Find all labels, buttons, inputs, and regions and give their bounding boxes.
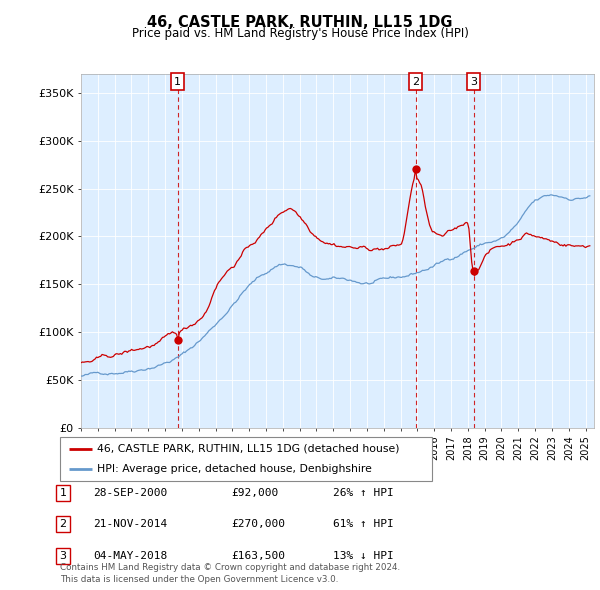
Text: 26% ↑ HPI: 26% ↑ HPI	[333, 488, 394, 497]
Text: 2: 2	[59, 519, 67, 529]
Text: £92,000: £92,000	[231, 488, 278, 497]
Text: 1: 1	[174, 77, 181, 87]
Text: 2: 2	[412, 77, 419, 87]
Text: 1: 1	[59, 488, 67, 497]
Text: £270,000: £270,000	[231, 519, 285, 529]
Text: 28-SEP-2000: 28-SEP-2000	[93, 488, 167, 497]
Text: 13% ↓ HPI: 13% ↓ HPI	[333, 551, 394, 560]
Text: 3: 3	[59, 551, 67, 560]
Text: 3: 3	[470, 77, 477, 87]
Text: 21-NOV-2014: 21-NOV-2014	[93, 519, 167, 529]
Text: Contains HM Land Registry data © Crown copyright and database right 2024.: Contains HM Land Registry data © Crown c…	[60, 563, 400, 572]
Text: 04-MAY-2018: 04-MAY-2018	[93, 551, 167, 560]
Text: This data is licensed under the Open Government Licence v3.0.: This data is licensed under the Open Gov…	[60, 575, 338, 584]
Text: 46, CASTLE PARK, RUTHIN, LL15 1DG: 46, CASTLE PARK, RUTHIN, LL15 1DG	[147, 15, 453, 30]
FancyBboxPatch shape	[60, 437, 432, 481]
Text: HPI: Average price, detached house, Denbighshire: HPI: Average price, detached house, Denb…	[97, 464, 372, 474]
Text: £163,500: £163,500	[231, 551, 285, 560]
Text: 46, CASTLE PARK, RUTHIN, LL15 1DG (detached house): 46, CASTLE PARK, RUTHIN, LL15 1DG (detac…	[97, 444, 400, 454]
Text: 61% ↑ HPI: 61% ↑ HPI	[333, 519, 394, 529]
Text: Price paid vs. HM Land Registry's House Price Index (HPI): Price paid vs. HM Land Registry's House …	[131, 27, 469, 40]
